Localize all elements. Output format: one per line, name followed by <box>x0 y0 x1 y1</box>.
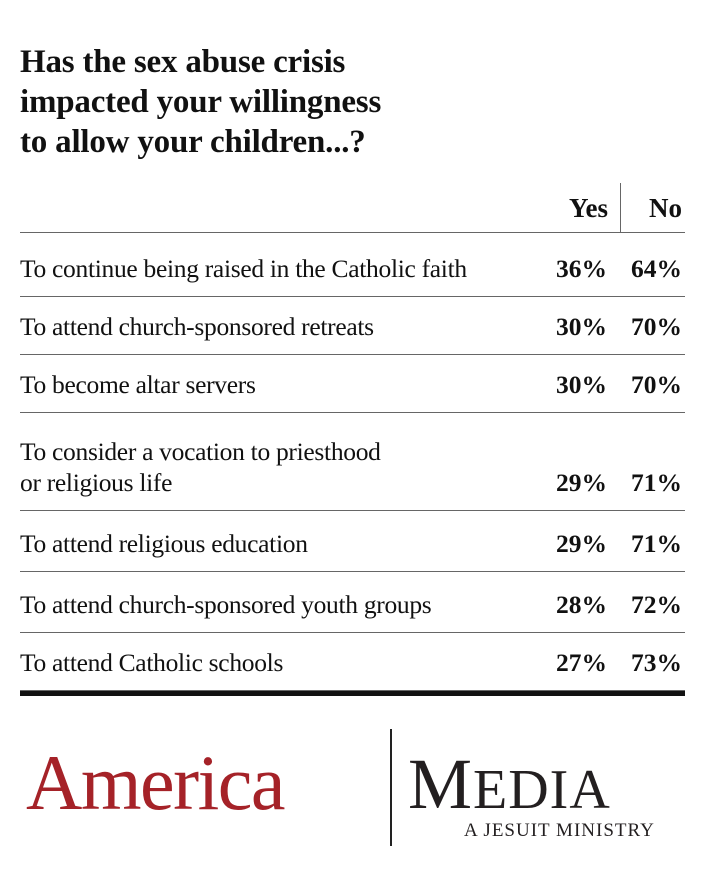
row-label: To attend church-sponsored retreats <box>20 311 540 342</box>
table-row: To attend church-sponsored youth groups 2… <box>20 572 685 633</box>
row-label-line: To consider a vocation to priesthood <box>20 437 381 466</box>
yes-value: 29% <box>556 468 607 497</box>
row-label: To continue being raised in the Catholic… <box>20 253 540 284</box>
no-value: 70% <box>631 370 682 399</box>
row-label-line: or religious life <box>20 468 173 497</box>
yes-value: 30% <box>556 312 607 341</box>
row-label-line: To attend religious education <box>20 529 308 558</box>
logo-america: America <box>26 739 286 826</box>
title-line: impacted your willingness <box>20 84 382 120</box>
table-row: To become altar servers 30% 70% <box>20 355 685 413</box>
table-header: Yes No <box>20 183 685 233</box>
table-row: To attend church-sponsored retreats 30% 70… <box>20 297 685 355</box>
america-media-logo: America MEDIA A JESUIT MINISTRY <box>0 720 703 890</box>
row-label: To attend religious education <box>20 528 540 559</box>
yes-value: 30% <box>556 370 607 399</box>
table-row: To continue being raised in the Catholic… <box>20 233 685 297</box>
row-label-line: To attend church-sponsored retreats <box>20 312 374 341</box>
row-label-line: To continue being raised in the Catholic… <box>20 254 467 283</box>
table-row: To attend Catholic schools 27% 73% <box>20 633 685 691</box>
no-value: 64% <box>631 254 682 283</box>
logo-media-rest: EDIA <box>473 759 611 821</box>
no-value: 73% <box>631 648 682 677</box>
column-header-yes: Yes <box>569 193 608 223</box>
yes-value: 36% <box>556 254 607 283</box>
row-label: To attend Catholic schools <box>20 647 540 678</box>
yes-value: 28% <box>556 590 607 619</box>
row-label: To attend church-sponsored youth groups <box>20 589 540 620</box>
title-line: Has the sex abuse crisis <box>20 44 346 80</box>
yes-value: 29% <box>556 529 607 558</box>
logo-media: MEDIA <box>408 744 611 830</box>
row-label: To become altar servers <box>20 369 540 400</box>
no-value: 71% <box>631 468 682 497</box>
column-header-no: No <box>649 193 682 223</box>
table-row: To consider a vocation to priesthood or r… <box>20 413 685 511</box>
logo-divider <box>390 729 392 846</box>
table-row: To attend religious education 29% 71% <box>20 511 685 572</box>
results-table: Yes No To continue being raised in the C… <box>20 183 685 696</box>
row-label-line: To attend church-sponsored youth groups <box>20 590 432 619</box>
row-label-line: To become altar servers <box>20 370 256 399</box>
no-value: 71% <box>631 529 682 558</box>
logo-media-initial: M <box>408 744 474 824</box>
title-line: to allow your children...? <box>20 124 366 160</box>
chart-title: Has the sex abuse crisis impacted your w… <box>20 42 620 162</box>
row-label-line: To attend Catholic schools <box>20 648 284 677</box>
table-bottom-rule <box>20 691 685 696</box>
no-value: 72% <box>631 590 682 619</box>
logo-tagline: A JESUIT MINISTRY <box>464 820 655 841</box>
yes-value: 27% <box>556 648 607 677</box>
column-divider <box>620 183 621 232</box>
no-value: 70% <box>631 312 682 341</box>
row-label: To consider a vocation to priesthood or r… <box>20 436 540 498</box>
